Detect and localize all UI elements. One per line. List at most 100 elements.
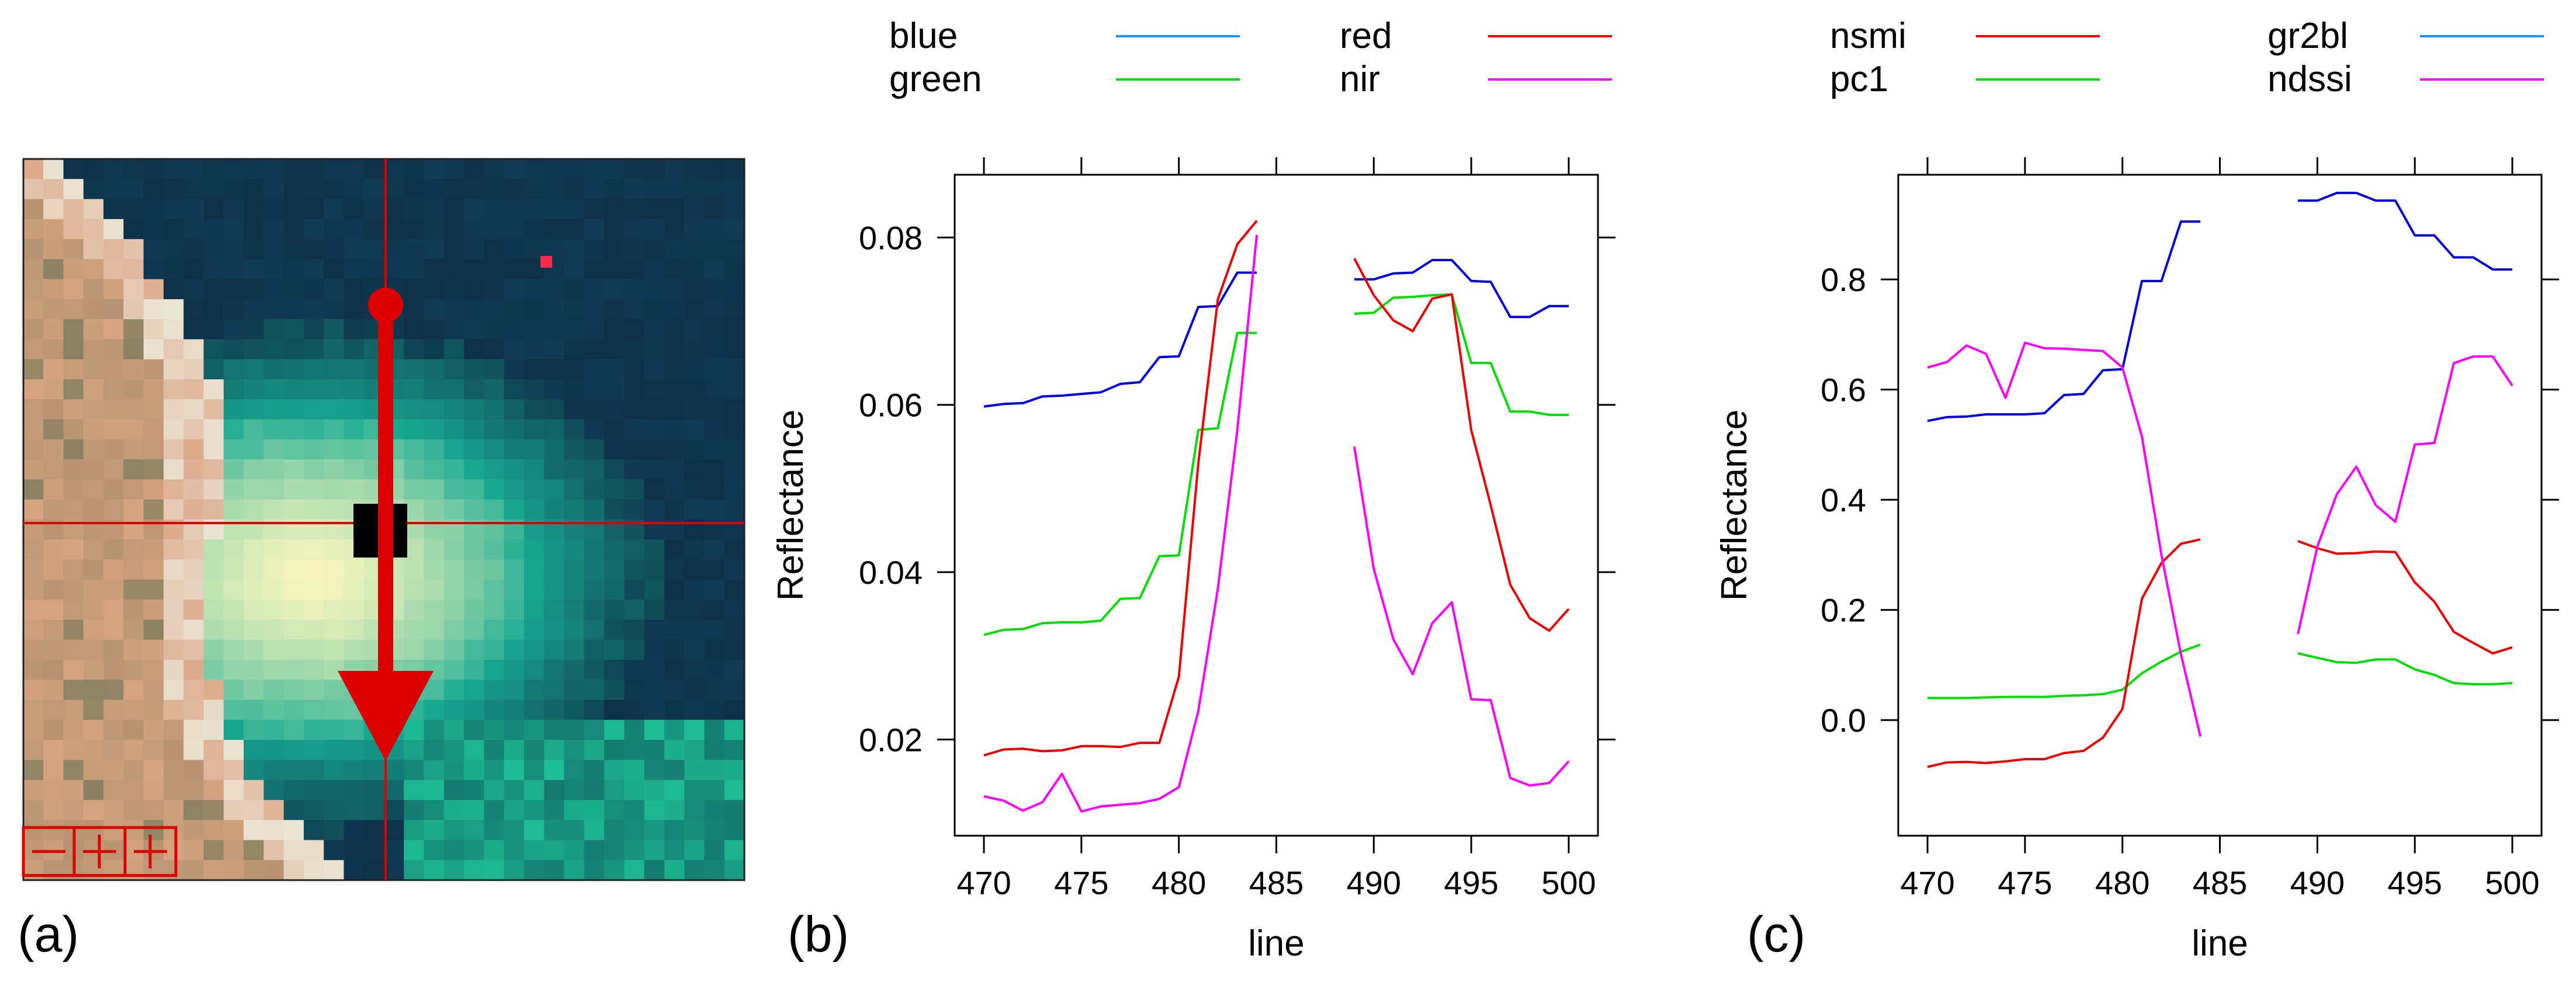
scale-bar-icon	[22, 826, 178, 877]
image-pixel	[424, 239, 445, 259]
image-pixel	[384, 860, 404, 881]
image-pixel	[544, 600, 565, 620]
image-pixel	[584, 760, 605, 781]
image-pixel	[644, 740, 665, 760]
image-pixel	[123, 579, 144, 600]
image-pixel	[163, 359, 184, 380]
image-pixel	[544, 179, 565, 200]
x-tick-label: 475	[1054, 864, 1108, 901]
highlight-pixel	[540, 256, 552, 268]
image-pixel	[324, 680, 345, 701]
image-pixel	[183, 659, 204, 680]
image-pixel	[324, 299, 345, 320]
image-pixel	[244, 239, 264, 259]
image-pixel	[103, 619, 124, 641]
image-pixel	[83, 279, 104, 300]
image-pixel	[504, 459, 525, 480]
series-line-nir	[983, 234, 1258, 813]
image-pixel	[223, 840, 244, 861]
image-pixel	[604, 159, 625, 179]
image-pixel	[704, 780, 725, 801]
image-pixel	[244, 700, 264, 721]
image-pixel	[324, 279, 345, 300]
image-pixel	[484, 379, 505, 400]
image-pixel	[604, 619, 625, 641]
image-pixel	[203, 259, 224, 280]
image-pixel	[604, 600, 625, 620]
image-pixel	[283, 860, 304, 881]
image-pixel	[43, 600, 64, 620]
image-pixel	[163, 579, 184, 600]
image-pixel	[324, 719, 345, 740]
image-pixel	[83, 559, 104, 580]
image-pixel	[264, 279, 285, 300]
image-pixel	[384, 179, 404, 200]
image-pixel	[664, 600, 685, 620]
image-pixel	[103, 479, 124, 500]
image-pixel	[443, 379, 464, 400]
image-pixel	[384, 780, 404, 801]
image-pixel	[23, 419, 44, 440]
image-pixel	[523, 479, 545, 500]
image-pixel	[43, 619, 64, 641]
image-pixel	[203, 379, 224, 400]
image-pixel	[203, 760, 224, 781]
image-pixel	[484, 159, 505, 179]
image-pixel	[303, 419, 324, 440]
image-pixel	[203, 179, 224, 200]
chart-reflectance-indices: 470 475 480 485 490 495 500 0.0 0.2 0.4 0.6 0.8 line…	[1714, 16, 2559, 964]
image-pixel	[103, 860, 124, 881]
image-pixel	[83, 600, 104, 620]
image-pixel	[684, 840, 705, 861]
image-pixel	[63, 579, 84, 600]
image-pixel	[303, 860, 324, 881]
image-pixel	[424, 179, 445, 200]
image-pixel	[244, 439, 264, 460]
image-pixel	[143, 780, 164, 801]
image-pixel	[644, 539, 665, 560]
image-pixel	[724, 159, 745, 179]
image-pixel	[223, 820, 244, 841]
image-pixel	[504, 179, 525, 200]
image-pixel	[303, 259, 324, 280]
image-pixel	[604, 659, 625, 680]
image-pixel	[584, 479, 605, 500]
image-pixel	[404, 379, 425, 400]
image-pixel	[684, 299, 705, 320]
image-pixel	[584, 639, 605, 660]
image-pixel	[644, 659, 665, 680]
image-pixel	[484, 479, 505, 500]
image-pixel	[644, 619, 665, 641]
image-pixel	[123, 199, 144, 220]
image-pixel	[23, 780, 44, 801]
image-pixel	[604, 219, 625, 240]
image-pixel	[443, 600, 464, 620]
image-pixel	[303, 740, 324, 760]
image-pixel	[183, 159, 204, 179]
image-pixel	[43, 439, 64, 460]
image-pixel	[424, 700, 445, 721]
image-pixel	[664, 239, 685, 259]
image-pixel	[203, 539, 224, 560]
series-line-gr2bl	[1927, 220, 2201, 423]
image-pixel	[43, 359, 64, 380]
image-pixel	[43, 680, 64, 701]
image-pixel	[684, 860, 705, 881]
image-pixel	[724, 600, 745, 620]
image-pixel	[143, 439, 164, 460]
image-pixel	[43, 579, 64, 600]
image-pixel	[523, 199, 545, 220]
image-pixel	[704, 740, 725, 760]
image-pixel	[523, 299, 545, 320]
image-pixel	[644, 479, 665, 500]
image-pixel	[684, 820, 705, 841]
image-pixel	[103, 740, 124, 760]
image-pixel	[684, 419, 705, 440]
image-pixel	[404, 760, 425, 781]
image-pixel	[544, 399, 565, 420]
image-pixel	[604, 199, 625, 220]
image-pixel	[644, 259, 665, 280]
image-pixel	[504, 780, 525, 801]
image-pixel	[283, 559, 304, 580]
image-pixel	[63, 299, 84, 320]
